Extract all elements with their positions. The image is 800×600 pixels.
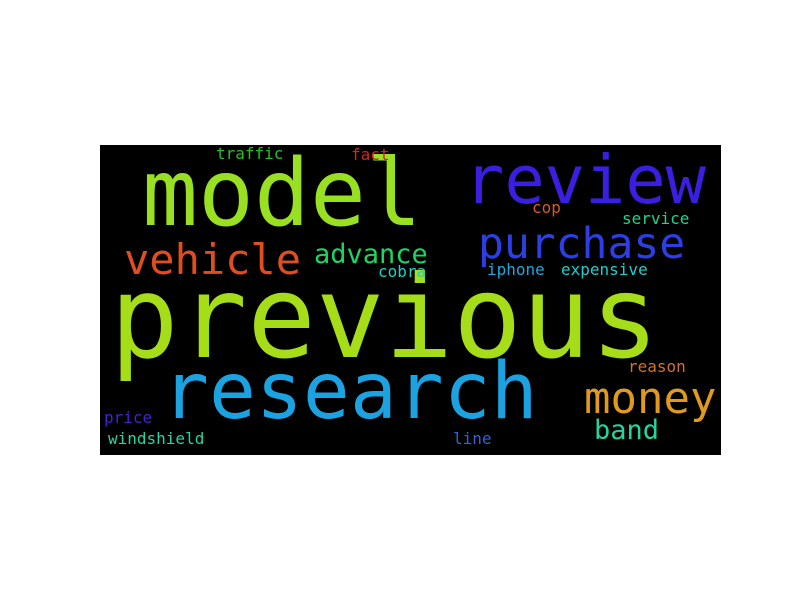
word-advance: advance	[314, 239, 428, 270]
word-reason: reason	[628, 357, 686, 376]
word-model: model	[142, 145, 422, 247]
word-expensive: expensive	[561, 260, 648, 279]
word-band: band	[594, 415, 660, 446]
word-line: line	[453, 429, 492, 448]
word-cloud: model review purchase vehicle advance pr…	[100, 145, 721, 455]
word-research: research	[162, 347, 538, 437]
word-previous: previous	[110, 251, 660, 384]
word-vehicle: vehicle	[124, 235, 302, 284]
word-windshield: windshield	[108, 429, 205, 448]
word-price: price	[104, 408, 153, 427]
word-traffic: traffic	[216, 145, 284, 163]
word-fact: fact	[351, 145, 390, 164]
word-iphone: iphone	[487, 260, 545, 279]
word-purchase: purchase	[478, 219, 686, 269]
word-money: money	[584, 373, 717, 424]
word-review: review	[464, 145, 707, 219]
word-service: service	[622, 209, 690, 228]
word-cop: cop	[532, 198, 561, 217]
word-cobra: cobra	[378, 262, 427, 281]
